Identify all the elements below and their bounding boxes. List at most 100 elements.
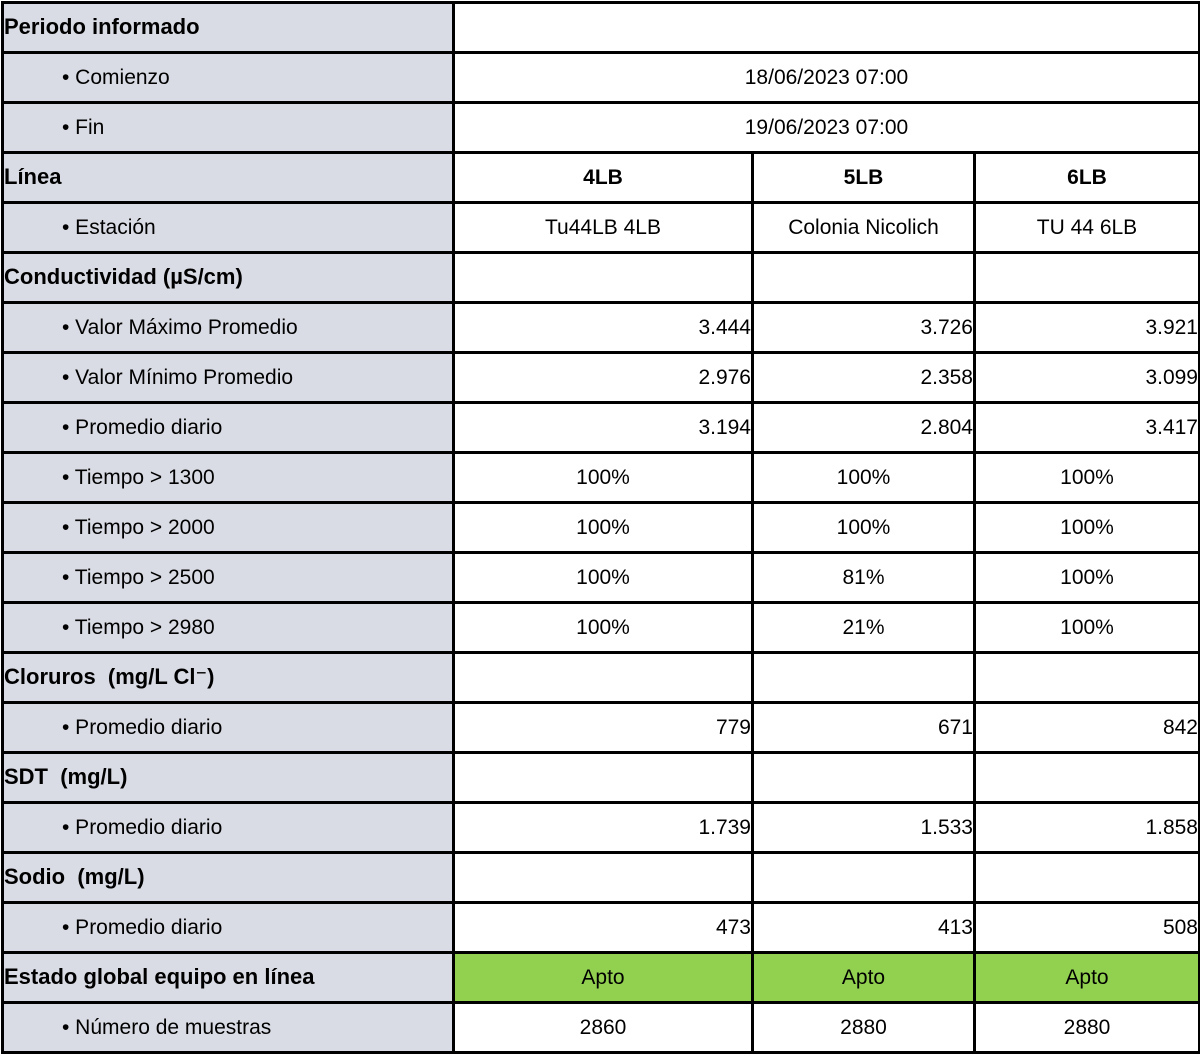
empty-cell (452, 1, 1200, 54)
section-label-sodio: Sodio (mg/L) (1, 851, 455, 904)
row-label-promedio-diario-sodio: • Promedio diario (1, 901, 455, 954)
value-cell: 3.444 (452, 301, 754, 354)
row-label-tiempo-2500: • Tiempo > 2500 (1, 551, 455, 604)
value-estacion-6lb: TU 44 6LB (973, 201, 1200, 254)
value-cell: 2.358 (751, 351, 976, 404)
row-label-promedio-diario-conductividad: • Promedio diario (1, 401, 455, 454)
table-row: • Fin 19/06/2023 07:00 (1, 101, 1200, 154)
table-row: Periodo informado (1, 1, 1200, 54)
value-cell: 100% (973, 501, 1200, 554)
empty-cell (452, 651, 754, 704)
value-cell: 21% (751, 601, 976, 654)
value-estacion-4lb: Tu44LB 4LB (452, 201, 754, 254)
table-row: • Comienzo 18/06/2023 07:00 (1, 51, 1200, 104)
row-label-valor-minimo-promedio: • Valor Mínimo Promedio (1, 351, 455, 404)
row-label-promedio-diario-sdt: • Promedio diario (1, 801, 455, 854)
empty-cell (452, 751, 754, 804)
value-cell: 3.726 (751, 301, 976, 354)
empty-cell (973, 651, 1200, 704)
table-row: • Promedio diario 3.194 2.804 3.417 (1, 401, 1200, 454)
value-cell: 2.804 (751, 401, 976, 454)
row-label-tiempo-2980: • Tiempo > 2980 (1, 601, 455, 654)
empty-cell (973, 751, 1200, 804)
table-row: • Promedio diario 779 671 842 (1, 701, 1200, 754)
value-cell: 100% (452, 551, 754, 604)
table-row: • Estación Tu44LB 4LB Colonia Nicolich T… (1, 201, 1200, 254)
value-cell: 100% (973, 551, 1200, 604)
value-cell: 1.533 (751, 801, 976, 854)
value-cell: 2880 (751, 1001, 976, 1054)
table-row: • Tiempo > 1300 100% 100% 100% (1, 451, 1200, 504)
column-header-5lb: 5LB (751, 151, 976, 204)
value-cell: 1.858 (973, 801, 1200, 854)
value-comienzo: 18/06/2023 07:00 (452, 51, 1200, 104)
value-cell: 508 (973, 901, 1200, 954)
table-row: Cloruros (mg/L Cl⁻) (1, 651, 1200, 704)
table-row: Sodio (mg/L) (1, 851, 1200, 904)
row-label-numero-de-muestras: • Número de muestras (1, 1001, 455, 1054)
row-label-fin: • Fin (1, 101, 455, 154)
empty-cell (751, 251, 976, 304)
status-badge-apto-5lb: Apto (751, 951, 976, 1004)
value-cell: 100% (973, 601, 1200, 654)
value-cell: 100% (973, 451, 1200, 504)
empty-cell (751, 851, 976, 904)
table-row: • Tiempo > 2000 100% 100% 100% (1, 501, 1200, 554)
section-label-estado-global: Estado global equipo en línea (1, 951, 455, 1004)
row-label-tiempo-2000: • Tiempo > 2000 (1, 501, 455, 554)
value-cell: 779 (452, 701, 754, 754)
value-cell: 3.194 (452, 401, 754, 454)
value-cell: 3.099 (973, 351, 1200, 404)
section-label-periodo-informado: Periodo informado (1, 1, 455, 54)
section-label-sdt: SDT (mg/L) (1, 751, 455, 804)
table-row: Estado global equipo en línea Apto Apto … (1, 951, 1200, 1004)
status-badge-apto-4lb: Apto (452, 951, 754, 1004)
column-header-6lb: 6LB (973, 151, 1200, 204)
value-cell: 413 (751, 901, 976, 954)
value-cell: 3.921 (973, 301, 1200, 354)
value-cell: 2860 (452, 1001, 754, 1054)
value-cell: 842 (973, 701, 1200, 754)
table-row: Línea 4LB 5LB 6LB (1, 151, 1200, 204)
table-row: • Número de muestras 2860 2880 2880 (1, 1001, 1200, 1054)
section-label-linea: Línea (1, 151, 455, 204)
column-header-4lb: 4LB (452, 151, 754, 204)
empty-cell (452, 251, 754, 304)
empty-cell (973, 251, 1200, 304)
table-row: Conductividad (µS/cm) (1, 251, 1200, 304)
row-label-comienzo: • Comienzo (1, 51, 455, 104)
value-cell: 671 (751, 701, 976, 754)
table-row: • Tiempo > 2500 100% 81% 100% (1, 551, 1200, 604)
empty-cell (751, 651, 976, 704)
value-cell: 100% (452, 601, 754, 654)
value-cell: 100% (751, 501, 976, 554)
table-row: • Valor Mínimo Promedio 2.976 2.358 3.09… (1, 351, 1200, 404)
value-cell: 2880 (973, 1001, 1200, 1054)
table-row: • Tiempo > 2980 100% 21% 100% (1, 601, 1200, 654)
value-fin: 19/06/2023 07:00 (452, 101, 1200, 154)
value-cell: 81% (751, 551, 976, 604)
value-cell: 3.417 (973, 401, 1200, 454)
value-cell: 2.976 (452, 351, 754, 404)
status-badge-apto-6lb: Apto (973, 951, 1200, 1004)
value-cell: 100% (452, 501, 754, 554)
table-row: • Valor Máximo Promedio 3.444 3.726 3.92… (1, 301, 1200, 354)
row-label-tiempo-1300: • Tiempo > 1300 (1, 451, 455, 504)
row-label-promedio-diario-cloruros: • Promedio diario (1, 701, 455, 754)
empty-cell (751, 751, 976, 804)
value-cell: 1.739 (452, 801, 754, 854)
row-label-estacion: • Estación (1, 201, 455, 254)
value-cell: 100% (751, 451, 976, 504)
row-label-valor-maximo-promedio: • Valor Máximo Promedio (1, 301, 455, 354)
table-row: SDT (mg/L) (1, 751, 1200, 804)
section-label-cloruros: Cloruros (mg/L Cl⁻) (1, 651, 455, 704)
table-row: • Promedio diario 1.739 1.533 1.858 (1, 801, 1200, 854)
value-cell: 100% (452, 451, 754, 504)
empty-cell (452, 851, 754, 904)
value-cell: 473 (452, 901, 754, 954)
table-row: • Promedio diario 473 413 508 (1, 901, 1200, 954)
empty-cell (973, 851, 1200, 904)
value-estacion-5lb: Colonia Nicolich (751, 201, 976, 254)
section-label-conductividad: Conductividad (µS/cm) (1, 251, 455, 304)
